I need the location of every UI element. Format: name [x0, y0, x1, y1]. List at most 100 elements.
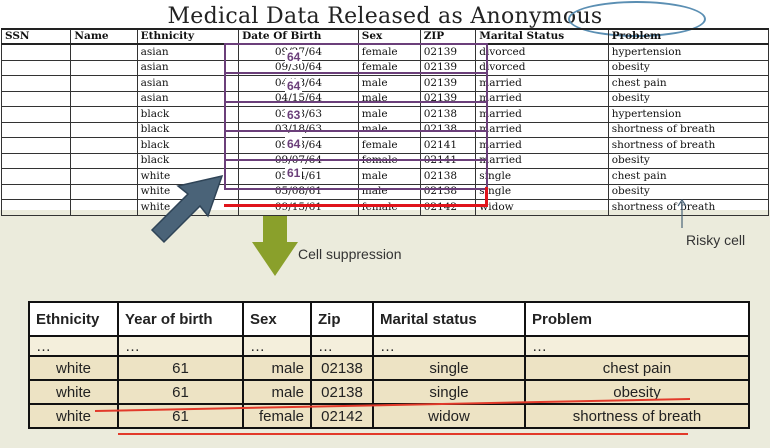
col-marital: Marital Status [475, 28, 609, 45]
col-zip: ZIP [419, 28, 477, 45]
ellipsis-cell: … [524, 335, 750, 357]
sup-cell-problem: chest pain [524, 355, 750, 381]
cell-name [70, 106, 138, 123]
group-box-5 [224, 159, 488, 190]
original-row: asian 09/30/64 female 02139 divorced obesity [0, 59, 770, 76]
cell-marital: married [475, 152, 609, 169]
diagram-title: Medical Data Released as Anonymous [167, 4, 603, 29]
cell-sex: female [357, 137, 421, 154]
cell-ethnicity: asian [136, 59, 240, 76]
col-ethnicity: Ethnicity [136, 28, 240, 45]
ellipsis-cell: … [117, 335, 244, 357]
sup-cell-ethnicity: white [28, 403, 119, 429]
sup-cell-year: 61 [117, 403, 244, 429]
cell-dob: 09/15/61 [238, 199, 359, 216]
sup-cell-sex: male [242, 355, 312, 381]
sup-cell-year: 61 [117, 379, 244, 405]
original-header-row: SSN Name Ethnicity Date Of Birth Sex ZIP… [0, 28, 770, 45]
group-box-2 [224, 72, 488, 103]
ellipsis-cell: … [310, 335, 374, 357]
cell-problem: obesity [607, 152, 770, 169]
ellipsis-cell: … [28, 335, 119, 357]
group-age-2: 64 [285, 79, 303, 93]
original-row: black 09/07/64 female 02141 married obesity [0, 152, 770, 169]
cell-ssn [0, 75, 72, 92]
cell-ssn [0, 121, 72, 138]
sup-cell-sex: female [242, 403, 312, 429]
ellipsis-cell: … [242, 335, 312, 357]
cell-problem: shortness of breath [607, 199, 770, 216]
group-age-1: 64 [285, 50, 303, 64]
sup-cell-marital: single [372, 355, 526, 381]
cell-problem: obesity [607, 90, 770, 107]
group-box-1 [224, 43, 488, 74]
risky-row-underline [224, 204, 488, 207]
cell-name [70, 168, 138, 185]
group-box-3 [224, 101, 488, 132]
cell-ethnicity: asian [136, 43, 240, 61]
sup-col-ethnicity: Ethnicity [28, 301, 119, 337]
cell-name [70, 137, 138, 154]
cell-sex: male [357, 121, 421, 138]
cell-zip: 02138 [419, 168, 477, 185]
col-dob: Date Of Birth [238, 28, 359, 45]
col-problem: Problem [607, 28, 770, 45]
col-ssn: SSN [0, 28, 72, 45]
sup-col-sex: Sex [242, 301, 312, 337]
col-sex: Sex [357, 28, 421, 45]
cell-name [70, 59, 138, 76]
sup-cell-zip: 02142 [310, 403, 374, 429]
group-box-4 [224, 130, 488, 161]
sup-col-zip: Zip [310, 301, 374, 337]
suppressed-row: white 61 female 02142 widow shortness of brea… [28, 403, 750, 429]
cell-sex: female [357, 199, 421, 216]
cell-ssn [0, 183, 72, 200]
cell-ssn [0, 90, 72, 107]
cell-marital: single [475, 168, 609, 185]
cell-sex: male [357, 106, 421, 123]
cell-zip: 02139 [419, 59, 477, 76]
risky-cell-arrow-icon [677, 198, 687, 228]
cell-marital: divorced [475, 59, 609, 76]
cell-marital: married [475, 121, 609, 138]
cell-name [70, 43, 138, 61]
sup-cell-problem: shortness of breath [524, 403, 750, 429]
cell-zip: 02139 [419, 75, 477, 92]
cell-suppression-label: Cell suppression [298, 246, 402, 262]
original-medical-table: SSN Name Ethnicity Date Of Birth Sex ZIP… [0, 28, 770, 216]
sup-col-year: Year of birth [117, 301, 244, 337]
sup-col-marital: Marital status [372, 301, 526, 337]
cell-dob: 03/18/63 [238, 121, 359, 138]
cell-problem: shortness of breath [607, 121, 770, 138]
suppressed-table: Ethnicity Year of birth Sex Zip Marital … [28, 301, 750, 429]
cell-marital: married [475, 90, 609, 107]
sup-cell-ethnicity: white [28, 379, 119, 405]
cell-dob: 09/30/64 [238, 59, 359, 76]
cell-marital: married [475, 75, 609, 92]
sup-cell-sex: male [242, 379, 312, 405]
cell-ssn [0, 137, 72, 154]
suppressed-header-row: Ethnicity Year of birth Sex Zip Marital … [28, 301, 750, 337]
cell-marital: single [475, 183, 609, 200]
cell-name [70, 121, 138, 138]
cell-problem: hypertension [607, 106, 770, 123]
cell-problem: shortness of breath [607, 137, 770, 154]
pointer-arrow-icon [150, 174, 224, 244]
cell-marital: married [475, 137, 609, 154]
cell-problem: obesity [607, 59, 770, 76]
sup-cell-zip: 02138 [310, 355, 374, 381]
cell-ssn [0, 199, 72, 216]
group-age-3: 63 [285, 108, 303, 122]
cell-ssn [0, 106, 72, 123]
cell-problem: chest pain [607, 75, 770, 92]
cell-marital: married [475, 106, 609, 123]
cell-ethnicity: black [136, 137, 240, 154]
cell-ssn [0, 168, 72, 185]
cell-name [70, 75, 138, 92]
col-name: Name [70, 28, 138, 45]
suppression-arrow-icon [252, 216, 298, 276]
cell-marital: widow [475, 199, 609, 216]
cell-ssn [0, 152, 72, 169]
original-row: black09/13/64female02141marriedshortness… [0, 137, 770, 154]
